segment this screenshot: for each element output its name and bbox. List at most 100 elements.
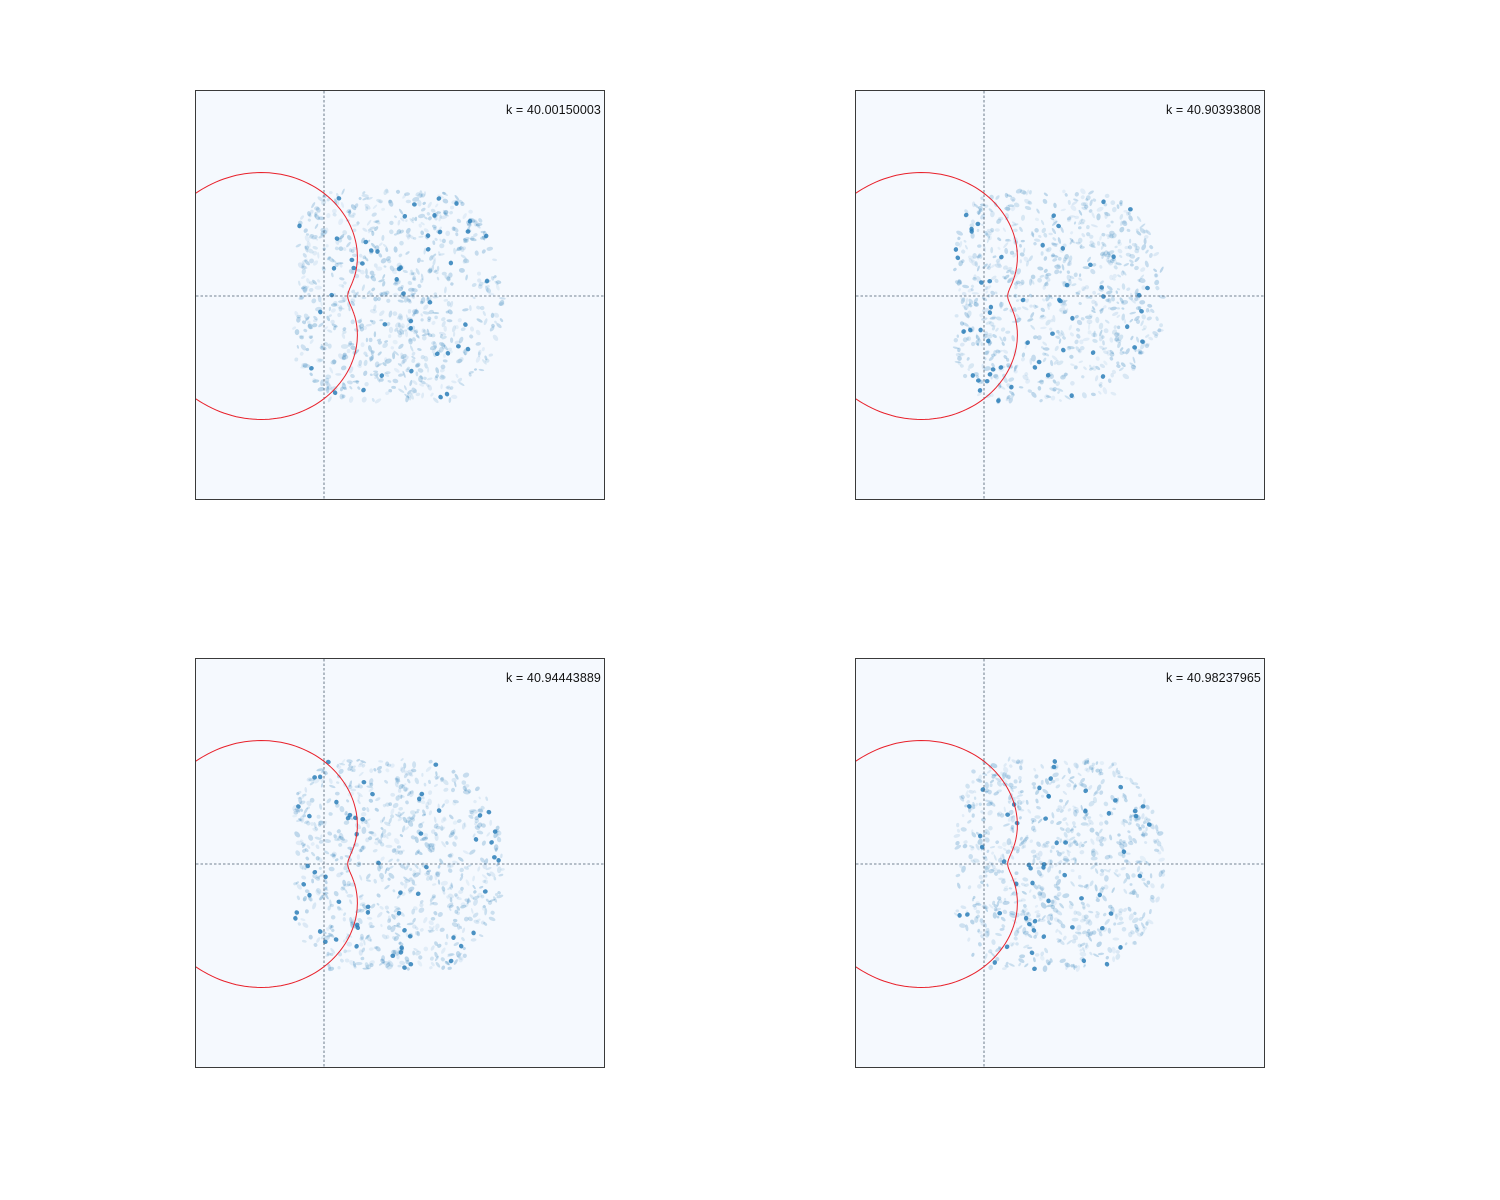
field-blob: [1002, 900, 1010, 905]
field-blob: [1102, 927, 1108, 932]
field-blob: [1034, 904, 1039, 908]
field-blob: [480, 857, 485, 863]
field-blob: [421, 836, 428, 841]
field-blob: [978, 774, 982, 782]
field-blob: [377, 911, 383, 918]
field-blob: [1078, 209, 1083, 216]
field-blob: [380, 258, 387, 264]
field-blob: [1020, 898, 1026, 902]
field-blob: [420, 354, 425, 360]
field-blob: [1032, 883, 1038, 890]
field-blob: [312, 379, 320, 383]
field-blob: [341, 296, 346, 303]
field-blob: [306, 241, 311, 248]
field-blob: [1022, 930, 1029, 935]
field-blob: [1019, 954, 1026, 959]
field-blob: [1138, 916, 1144, 922]
field-blob: [1078, 218, 1083, 225]
field-blob: [1024, 343, 1028, 349]
field-blob: [1025, 378, 1031, 384]
field-blob: [1068, 279, 1072, 286]
field-blob: [953, 833, 961, 838]
field-blob: [309, 366, 314, 371]
field-blob: [972, 801, 976, 806]
field-blob: [486, 246, 494, 251]
field-blob: [1085, 315, 1093, 320]
field-blob: [398, 280, 401, 285]
field-blob: [393, 233, 398, 236]
field-blob: [425, 870, 431, 875]
field-blob: [398, 949, 404, 955]
field-blob: [1044, 282, 1049, 287]
field-blob: [1040, 314, 1045, 318]
field-blob: [451, 226, 456, 231]
field-blob: [1099, 761, 1105, 766]
field-blob: [352, 228, 357, 233]
field-blob: [401, 291, 406, 296]
field-blob: [1052, 772, 1059, 778]
field-blob: [452, 332, 456, 337]
field-blob: [377, 865, 382, 872]
field-blob: [387, 960, 394, 967]
field-blob: [1067, 346, 1075, 350]
field-blob: [968, 789, 975, 794]
field-blob: [995, 327, 999, 332]
field-blob: [390, 814, 395, 819]
field-blob: [369, 355, 374, 362]
field-blob: [1008, 397, 1013, 404]
field-blob: [328, 256, 335, 263]
field-blob: [1130, 930, 1135, 935]
field-blob: [1070, 363, 1075, 367]
field-blob: [1037, 277, 1042, 283]
field-blob: [1050, 360, 1054, 367]
field-blob: [1050, 845, 1055, 850]
field-blob: [485, 796, 489, 801]
field-blob: [394, 277, 399, 282]
field-blob: [478, 368, 485, 372]
field-blob: [1053, 359, 1059, 365]
field-blob: [999, 927, 1005, 931]
field-blob: [1103, 884, 1109, 890]
field-blob: [1100, 778, 1105, 785]
field-blob: [439, 927, 445, 932]
field-blob: [308, 213, 312, 218]
field-blob: [1068, 779, 1075, 784]
field-blob: [333, 302, 340, 307]
field-blob: [461, 822, 466, 830]
field-blob: [1073, 198, 1079, 202]
field-blob: [1080, 218, 1086, 223]
field-blob: [1140, 339, 1145, 344]
field-blob: [415, 363, 420, 367]
field-blob: [1089, 951, 1093, 956]
field-blob: [469, 326, 475, 332]
field-blob: [302, 320, 306, 325]
field-blob: [437, 349, 441, 354]
field-blob: [992, 333, 997, 339]
field-blob: [1009, 786, 1014, 793]
field-blob: [480, 894, 485, 899]
field-blob: [437, 803, 440, 810]
field-blob: [413, 883, 417, 887]
field-blob: [957, 356, 962, 361]
field-blob: [329, 853, 336, 857]
field-blob: [433, 352, 437, 357]
field-blob: [1067, 260, 1072, 267]
field-blob: [404, 770, 410, 776]
field-blob: [420, 207, 426, 212]
field-blob: [1103, 350, 1109, 355]
field-blob: [980, 341, 984, 347]
field-blob: [1038, 234, 1042, 238]
field-blob: [1112, 807, 1116, 811]
field-blob: [1135, 306, 1142, 311]
field-blob: [1037, 918, 1041, 922]
field-blob: [347, 812, 353, 818]
field-blob: [441, 886, 446, 892]
field-blob: [383, 291, 388, 296]
field-blob: [1123, 318, 1127, 324]
field-blob: [338, 218, 344, 226]
field-blob: [1048, 294, 1053, 299]
field-blob: [989, 316, 996, 320]
field-blob: [980, 196, 984, 200]
field-blob: [460, 201, 465, 207]
field-blob: [296, 804, 301, 809]
